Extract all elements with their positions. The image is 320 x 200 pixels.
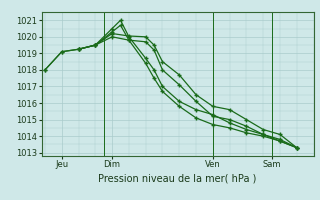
X-axis label: Pression niveau de la mer( hPa ): Pression niveau de la mer( hPa ) [99,173,257,183]
